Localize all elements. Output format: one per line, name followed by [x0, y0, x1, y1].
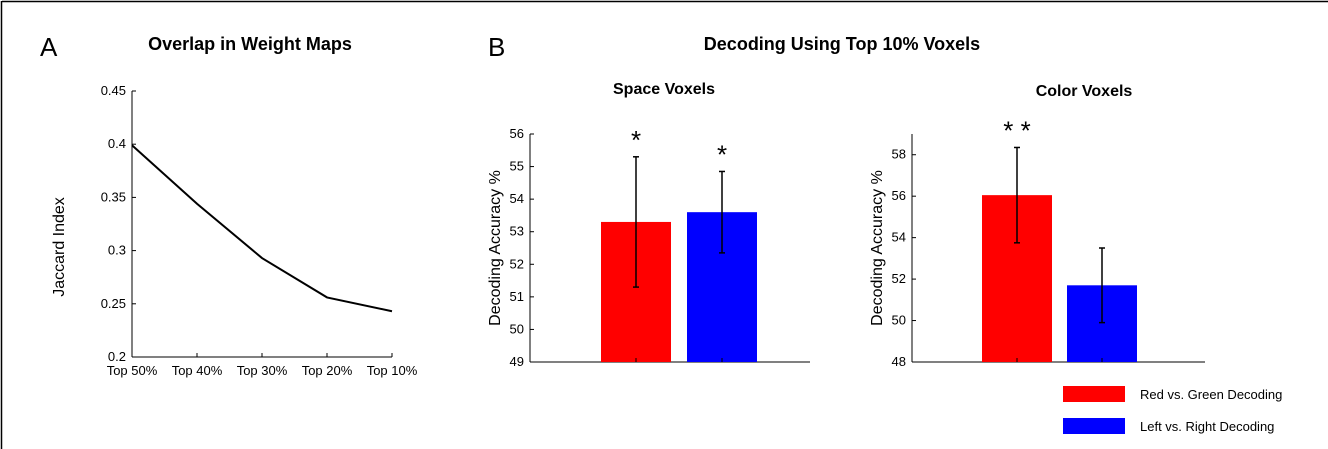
- color-y-axis-title: Decoding Accuracy %: [869, 170, 886, 326]
- panel-b-letter: B: [488, 32, 505, 62]
- space-y-tick-label: 55: [510, 159, 524, 174]
- space-y-tick-label: 52: [510, 256, 524, 271]
- space-y-tick-label: 49: [510, 354, 524, 369]
- legend-label-red: Red vs. Green Decoding: [1140, 387, 1282, 402]
- space-y-axis-title: Decoding Accuracy %: [487, 170, 504, 326]
- color-y-tick-label: 58: [892, 147, 906, 162]
- color-y-tick-label: 48: [892, 354, 906, 369]
- space-y-tick-label: 56: [510, 126, 524, 141]
- space-y-tick-label: 54: [510, 191, 524, 206]
- space-y-tick-label: 53: [510, 224, 524, 239]
- panel-a-title: Overlap in Weight Maps: [148, 34, 352, 54]
- legend-label-blue: Left vs. Right Decoding: [1140, 419, 1274, 434]
- color-y-tick-label: 56: [892, 188, 906, 203]
- plot-layer: 0.2 0.25 0.3 0.35 0.4 0.45 Top 50% Top 40% Top 3…: [101, 83, 1205, 378]
- color-y-tick-label: 54: [892, 230, 906, 245]
- space-y-tick-label: 51: [510, 289, 524, 304]
- panel-a-letter: A: [40, 32, 58, 62]
- color-y-tick-label: 50: [892, 313, 906, 328]
- color-significance-1: * *: [1003, 115, 1030, 145]
- space-significance-2: *: [717, 139, 727, 169]
- panel-a-x-tick-label: Top 40%: [172, 363, 223, 378]
- legend: Red vs. Green Decoding Left vs. Right De…: [1063, 386, 1282, 434]
- panel-a-y-tick-label: 0.25: [101, 296, 126, 311]
- panel-a-y-tick-label: 0.45: [101, 83, 126, 98]
- panel-a-y-tick-label: 0.35: [101, 189, 126, 204]
- panel-a-x-tick-label: Top 30%: [237, 363, 288, 378]
- panel-a-x-tick-label: Top 20%: [302, 363, 353, 378]
- legend-swatch-red: [1063, 386, 1125, 402]
- panel-a-x-tick-label: Top 10%: [367, 363, 418, 378]
- panel-a-y-tick-label: 0.4: [108, 136, 126, 151]
- panel-a-y-axis-title: Jaccard Index: [51, 197, 68, 297]
- color-y-tick-label: 52: [892, 271, 906, 286]
- legend-swatch-blue: [1063, 418, 1125, 434]
- space-significance-1: *: [631, 125, 641, 155]
- panel-a-series-line: [131, 144, 393, 313]
- space-y-tick-label: 50: [510, 321, 524, 336]
- color-voxels-title: Color Voxels: [1036, 83, 1133, 100]
- panel-a-y-tick-label: 0.2: [108, 349, 126, 364]
- space-voxels-title: Space Voxels: [613, 81, 715, 98]
- panel-a-y-tick-label: 0.3: [108, 243, 126, 258]
- panel-b-title: Decoding Using Top 10% Voxels: [704, 34, 980, 54]
- panel-a-x-tick-label: Top 50%: [107, 363, 158, 378]
